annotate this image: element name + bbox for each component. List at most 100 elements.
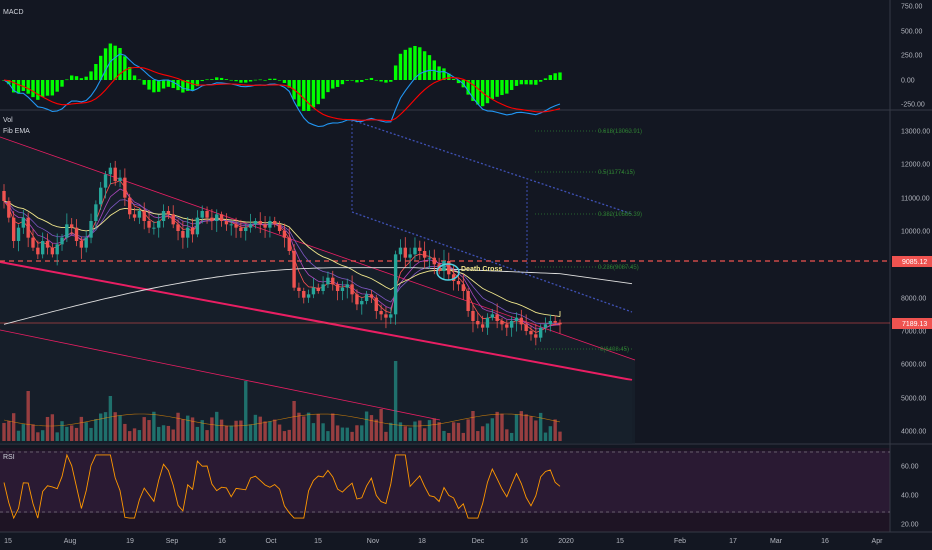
- candle-body: [398, 247, 403, 255]
- volume-bar: [514, 414, 519, 441]
- candle-body: [36, 247, 40, 255]
- volume-bar: [466, 419, 470, 441]
- volume-bar: [495, 411, 499, 441]
- macd-histogram-bar: [553, 73, 557, 80]
- macd-histogram-bar: [123, 56, 127, 80]
- macd-histogram-bar: [389, 80, 393, 82]
- volume-bar: [147, 420, 151, 441]
- time-axis[interactable]: 15 Aug 19 Sep 16 Oct 15 Nov 18 Dec 16 2020 15 Feb 17 Ma…: [4, 538, 883, 545]
- candle-body: [273, 221, 277, 225]
- candle-body: [451, 274, 456, 281]
- volume-bar: [277, 424, 282, 441]
- macd-histogram-bar: [118, 48, 122, 80]
- volume-bar: [26, 391, 30, 441]
- price-axis-tick: 6000.00: [901, 362, 926, 369]
- candle-body: [456, 281, 461, 285]
- fib-level-label: 0.618(13062.91): [598, 129, 642, 135]
- candle-body: [244, 227, 248, 231]
- time-axis-tick: 16: [520, 538, 528, 545]
- volume-bar: [132, 428, 137, 441]
- candle-body: [74, 227, 79, 241]
- volume-bar: [16, 430, 21, 441]
- macd-histogram-bar: [186, 80, 190, 91]
- volume-bar: [287, 429, 291, 441]
- macd-histogram-bar: [258, 79, 262, 81]
- candlestick-series[interactable]: [2, 160, 562, 346]
- candle-body: [509, 321, 514, 328]
- volume-bar: [389, 422, 393, 441]
- time-axis-tick: Nov: [367, 538, 380, 545]
- candle-body: [108, 167, 113, 175]
- macd-histogram-bar: [74, 76, 79, 80]
- signal-line: [3, 66, 561, 122]
- candle-body: [413, 247, 417, 255]
- candle-body: [553, 321, 557, 323]
- candle-body: [128, 197, 132, 215]
- volume-bar: [219, 419, 224, 441]
- death-cross-marker[interactable]: [436, 263, 460, 281]
- candle-body: [340, 287, 345, 291]
- candle-body: [152, 227, 156, 229]
- price-axis-tick: 4000.00: [901, 429, 926, 436]
- candle-body: [234, 224, 238, 228]
- candle-body: [89, 221, 93, 238]
- candle-body: [45, 241, 50, 248]
- candle-body: [215, 214, 219, 221]
- rsi-price-axis[interactable]: 60.00 40.00 20.00: [901, 464, 919, 529]
- volume-bar: [355, 425, 359, 441]
- volume-bar: [166, 425, 171, 441]
- volume-bar: [369, 415, 374, 441]
- volume-bar: [374, 419, 378, 441]
- macd-pane[interactable]: [2, 43, 562, 128]
- fib-labels: 0.618(13062.91) 0.5(11774.15) 0.382(10585.…: [598, 129, 642, 353]
- candle-body: [350, 284, 354, 295]
- candle-body: [495, 314, 499, 321]
- macd-histogram-bar: [398, 53, 403, 80]
- fib-level-label: 0.5(11774.15): [598, 170, 635, 176]
- candle-body: [84, 237, 88, 248]
- macd-title: MACD: [3, 9, 24, 16]
- volume-bar: [485, 423, 490, 441]
- candle-body: [190, 227, 195, 235]
- macd-histogram-bar: [331, 80, 335, 89]
- macd-price-axis[interactable]: 750.00 500.00 250.00 0.00 -250.00: [901, 4, 925, 109]
- price-axis-tick: 8000.00: [901, 296, 926, 303]
- candle-body: [65, 224, 69, 238]
- candle-body: [277, 224, 282, 231]
- macd-histogram-bar: [21, 80, 26, 91]
- macd-histogram-bar: [157, 80, 161, 92]
- volume-bar: [519, 411, 524, 441]
- rsi-title: RSI: [3, 454, 15, 461]
- resistance-price-text: 9085.12: [902, 259, 927, 266]
- price-axis-tick: 5000.00: [901, 396, 926, 403]
- candle-body: [321, 284, 325, 291]
- volume-bar: [500, 413, 504, 441]
- time-axis-tick: Apr: [872, 538, 884, 545]
- macd-axis-tick: -250.00: [901, 102, 925, 109]
- volume-bar: [311, 423, 316, 441]
- macd-histogram-bar: [248, 80, 253, 82]
- candle-body: [55, 244, 59, 255]
- macd-line: [3, 53, 561, 128]
- sma-200: [3, 267, 561, 325]
- volume-bar: [350, 431, 354, 441]
- candle-body: [485, 317, 490, 328]
- rsi-pane[interactable]: [0, 451, 890, 520]
- volume-bar: [403, 426, 407, 441]
- macd-histogram-bar: [471, 80, 475, 101]
- macd-histogram-bar: [210, 79, 214, 80]
- macd-histogram-bar: [360, 80, 364, 82]
- macd-histogram-bar: [36, 80, 40, 100]
- volume-bar: [384, 431, 388, 441]
- volume-bar: [69, 425, 74, 441]
- macd-histogram-bar: [152, 80, 156, 93]
- candle-body: [302, 291, 306, 298]
- price-axis-tick: 11000.00: [901, 196, 930, 203]
- rsi-axis-tick: 60.00: [901, 464, 919, 471]
- macd-histogram-bar: [505, 80, 509, 94]
- volume-bar: [422, 428, 427, 441]
- candle-body: [60, 237, 64, 245]
- macd-histogram-bar: [99, 55, 103, 80]
- candle-body: [210, 217, 214, 221]
